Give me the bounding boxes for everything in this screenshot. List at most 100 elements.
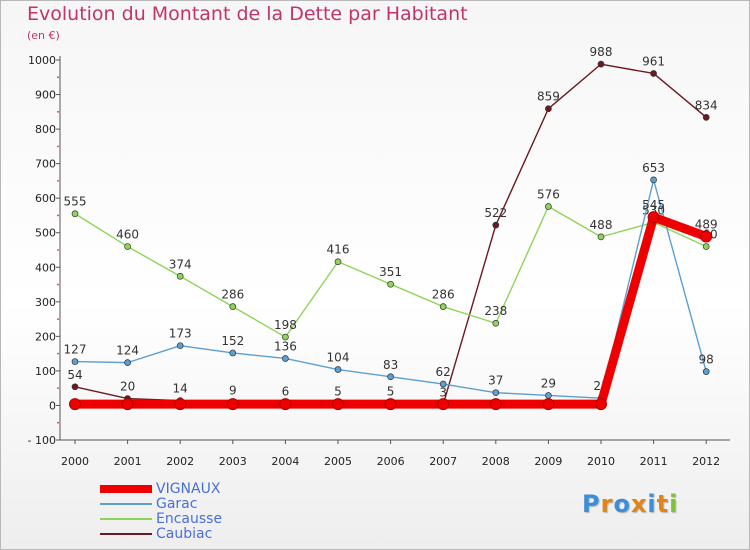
data-label-caubiac: 3	[439, 385, 447, 399]
y-tick-label: 1000	[28, 54, 56, 67]
legend-label-vignaux: VIGNAUX	[156, 481, 221, 497]
unit-label: (en €)	[27, 29, 60, 42]
y-minor-tick	[57, 421, 59, 424]
data-label-caubiac: 859	[537, 90, 560, 104]
y-tick-label: 0	[49, 399, 56, 412]
data-point-vignaux	[489, 398, 502, 411]
data-label-encausse: 374	[169, 257, 192, 271]
x-tick-label: 2002	[166, 455, 194, 468]
data-point-caubiac	[545, 105, 552, 113]
data-label-encausse: 238	[484, 304, 507, 318]
data-label-caubiac: 988	[590, 45, 613, 59]
y-minor-tick	[57, 387, 59, 390]
data-point-vignaux	[647, 211, 660, 224]
x-tick-label: 2004	[271, 455, 299, 468]
data-label-caubiac: 14	[173, 382, 188, 396]
data-point-garac	[71, 358, 79, 365]
y-minor-tick	[57, 180, 59, 182]
data-label-caubiac: 54	[67, 368, 82, 382]
x-tick-label: 2008	[482, 455, 510, 468]
logo-letter: o	[613, 490, 631, 518]
x-tick-label: 2011	[640, 455, 668, 468]
data-point-garac	[124, 359, 131, 366]
data-point-encausse	[124, 243, 131, 250]
legend-label-caubiac: Caubiac	[156, 526, 213, 542]
y-tick-label: 800	[35, 123, 56, 136]
data-point-garac	[492, 389, 500, 397]
data-point-vignaux	[332, 398, 344, 411]
x-tick-label: 2001	[114, 455, 142, 468]
data-label-caubiac: 522	[484, 206, 507, 220]
x-tick-label: 2000	[61, 455, 89, 468]
data-point-garac	[334, 366, 342, 373]
y-tick-label: 700	[35, 158, 56, 171]
logo-letter: i	[669, 490, 679, 518]
data-point-vignaux	[279, 398, 292, 411]
data-point-garac	[387, 373, 394, 381]
y-minor-tick	[57, 283, 59, 286]
data-point-encausse	[545, 203, 552, 210]
legend-item-caubiac: Caubiac	[100, 526, 260, 542]
legend-item-vignaux: VIGNAUX	[100, 481, 260, 497]
y-tick-label: 400	[35, 261, 56, 274]
y-minor-tick	[57, 214, 59, 217]
data-point-garac	[650, 176, 657, 184]
x-tick-label: 2010	[587, 455, 615, 468]
data-label-encausse: 488	[590, 218, 613, 232]
y-tick-label: 200	[35, 330, 56, 343]
data-point-encausse	[176, 272, 184, 280]
y-tick-label: 300	[35, 296, 56, 309]
data-label-encausse: 198	[274, 318, 297, 332]
data-point-encausse	[71, 210, 79, 218]
data-label-caubiac: 961	[642, 54, 665, 68]
data-label-garac: 62	[436, 365, 451, 379]
data-label-encausse: 555	[64, 195, 87, 209]
legend-swatch-caubiac	[100, 533, 152, 535]
data-point-caubiac	[492, 221, 500, 229]
data-point-vignaux	[595, 398, 607, 411]
data-label-vignaux: 545	[642, 198, 665, 212]
data-label-encausse: 530	[642, 203, 665, 217]
proxiti-logo: Proxiti	[582, 490, 678, 518]
data-label-garac: 136	[274, 339, 297, 353]
logo-letter: r	[600, 490, 614, 518]
data-point-encausse	[597, 233, 605, 241]
data-label-garac: 653	[642, 161, 665, 175]
data-point-vignaux	[700, 230, 713, 243]
data-point-vignaux	[384, 398, 397, 411]
data-label-garac: 37	[488, 374, 503, 388]
data-point-garac	[176, 342, 184, 350]
logo-letter: i	[647, 490, 657, 518]
x-tick-label: 2006	[377, 455, 405, 468]
data-point-caubiac	[597, 60, 605, 68]
data-label-garac: 29	[541, 376, 556, 390]
legend-item-encausse: Encausse	[100, 511, 260, 527]
logo-letter: P	[582, 490, 601, 518]
data-label-encausse: 416	[327, 243, 350, 257]
legend-swatch-garac	[100, 503, 152, 505]
data-point-encausse	[387, 280, 394, 288]
data-point-caubiac	[71, 383, 79, 391]
data-point-vignaux	[542, 398, 555, 411]
x-tick-label: 2007	[429, 455, 457, 468]
data-label-garac: 127	[64, 343, 87, 357]
legend: VIGNAUX Garac Encausse Caubiac	[100, 481, 260, 542]
data-point-vignaux	[69, 398, 81, 411]
data-point-vignaux	[226, 398, 239, 411]
legend-swatch-encausse	[100, 518, 152, 520]
data-label-garac: 173	[169, 327, 192, 341]
x-tick-label: 2003	[219, 455, 247, 468]
data-label-encausse: 286	[221, 288, 244, 302]
data-point-encausse	[334, 258, 342, 266]
data-label-caubiac: 5	[334, 385, 342, 399]
y-tick-label: 600	[35, 192, 56, 205]
chart-title: Evolution du Montant de la Dette par Hab…	[27, 3, 468, 25]
data-point-encausse	[439, 303, 447, 311]
data-point-vignaux	[121, 398, 134, 411]
data-label-encausse: 286	[432, 288, 455, 302]
data-label-caubiac: 6	[282, 384, 290, 398]
y-minor-tick	[57, 352, 59, 355]
logo-letter: t	[656, 490, 670, 518]
